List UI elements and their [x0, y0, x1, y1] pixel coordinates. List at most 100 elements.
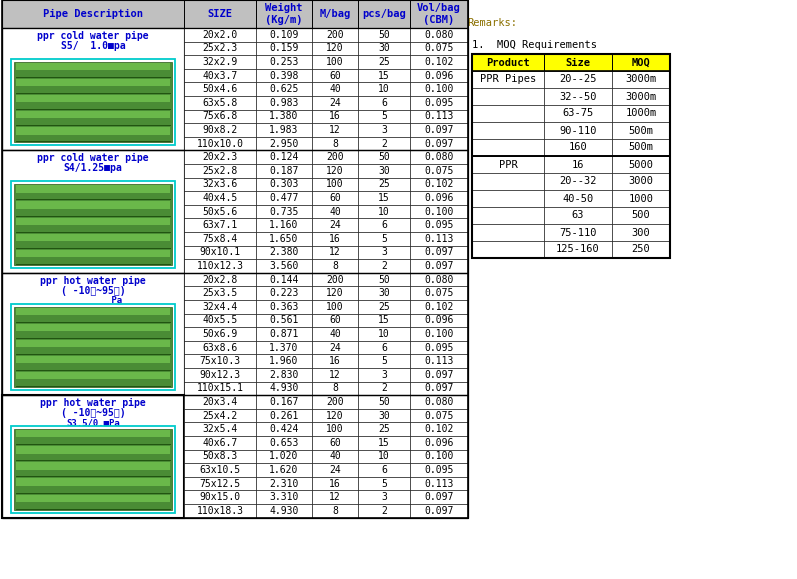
Text: 10: 10	[378, 84, 390, 94]
Bar	[16, 372, 170, 379]
Text: 50x4.6: 50x4.6	[202, 84, 238, 94]
Text: 90x15.0: 90x15.0	[199, 492, 241, 502]
Text: 0.983: 0.983	[269, 98, 299, 108]
Text: ( -10℃~95℃): ( -10℃~95℃)	[61, 286, 125, 296]
Bar	[2, 0, 468, 28]
Text: 32x3.6: 32x3.6	[202, 179, 238, 189]
Text: 0.097: 0.097	[424, 247, 453, 258]
Bar	[410, 423, 468, 436]
Bar	[14, 184, 172, 265]
Bar	[312, 409, 358, 423]
Bar	[256, 450, 312, 463]
Bar	[2, 0, 468, 518]
Bar	[256, 504, 312, 518]
Text: 8: 8	[332, 261, 338, 271]
Text: 0.102: 0.102	[424, 302, 453, 312]
Bar	[2, 395, 184, 518]
Text: 0.159: 0.159	[269, 43, 299, 53]
Bar	[14, 62, 172, 142]
Text: 0.075: 0.075	[424, 411, 453, 420]
Bar	[256, 368, 312, 382]
Bar	[410, 409, 468, 423]
Bar	[16, 430, 170, 438]
Bar	[358, 423, 410, 436]
Text: 0.102: 0.102	[424, 57, 453, 67]
Bar	[358, 245, 410, 259]
Text: 0.095: 0.095	[424, 220, 453, 230]
Text: 0.095: 0.095	[424, 98, 453, 108]
Text: 50: 50	[378, 152, 390, 162]
Bar	[312, 164, 358, 178]
Bar	[16, 218, 170, 225]
Text: 8: 8	[332, 506, 338, 516]
Text: 25x2.8: 25x2.8	[202, 166, 238, 176]
Bar	[312, 42, 358, 55]
Bar	[358, 409, 410, 423]
Text: 2: 2	[381, 506, 387, 516]
Bar	[410, 0, 468, 28]
Text: 0.363: 0.363	[269, 302, 299, 312]
Text: 20x3.4: 20x3.4	[202, 397, 238, 407]
Bar	[358, 191, 410, 205]
Text: 1.983: 1.983	[269, 125, 299, 135]
Text: 0.097: 0.097	[424, 492, 453, 502]
Bar	[184, 164, 256, 178]
Text: 5: 5	[381, 111, 387, 122]
Bar	[358, 463, 410, 477]
Bar	[410, 354, 468, 368]
Text: S4/1.25■pa: S4/1.25■pa	[64, 163, 123, 173]
Text: 40: 40	[329, 329, 341, 339]
Text: 5: 5	[381, 356, 387, 366]
Text: 2: 2	[381, 261, 387, 271]
Bar	[184, 409, 256, 423]
Text: 6: 6	[381, 98, 387, 108]
Bar	[184, 477, 256, 490]
Bar	[544, 224, 612, 241]
Bar	[312, 490, 358, 504]
Bar	[256, 28, 312, 42]
Text: 4.930: 4.930	[269, 506, 299, 516]
Bar	[184, 354, 256, 368]
Text: 2: 2	[381, 138, 387, 149]
Bar	[16, 340, 170, 347]
Bar	[184, 341, 256, 354]
Bar	[256, 109, 312, 123]
Bar	[410, 42, 468, 55]
Text: 200: 200	[326, 152, 344, 162]
Bar	[256, 151, 312, 164]
Bar	[410, 327, 468, 341]
Text: 0.113: 0.113	[424, 234, 453, 244]
Bar	[184, 450, 256, 463]
Text: 200: 200	[326, 397, 344, 407]
Text: 0.097: 0.097	[424, 383, 453, 393]
Bar	[184, 504, 256, 518]
Text: 40: 40	[329, 207, 341, 217]
Text: 25: 25	[378, 302, 390, 312]
Bar	[358, 109, 410, 123]
Bar	[410, 205, 468, 218]
Bar	[312, 287, 358, 300]
Bar	[358, 368, 410, 382]
Bar	[410, 395, 468, 409]
Text: 500: 500	[632, 211, 650, 221]
Bar	[184, 42, 256, 55]
Text: 25x3.5: 25x3.5	[202, 288, 238, 298]
Bar	[612, 173, 670, 190]
Text: 3000m: 3000m	[626, 91, 657, 101]
Bar	[612, 139, 670, 156]
Text: Pa: Pa	[64, 296, 123, 305]
Bar	[312, 55, 358, 69]
Bar	[256, 490, 312, 504]
Text: 3.560: 3.560	[269, 261, 299, 271]
Bar	[472, 241, 544, 258]
Text: 120: 120	[326, 166, 344, 176]
Text: 10: 10	[378, 207, 390, 217]
Text: 63x10.5: 63x10.5	[199, 465, 241, 475]
Bar	[184, 109, 256, 123]
Text: S5/  1.0■pa: S5/ 1.0■pa	[61, 41, 125, 51]
Bar	[472, 139, 544, 156]
Bar	[410, 450, 468, 463]
Bar	[410, 259, 468, 273]
Bar	[358, 55, 410, 69]
Bar	[184, 123, 256, 137]
